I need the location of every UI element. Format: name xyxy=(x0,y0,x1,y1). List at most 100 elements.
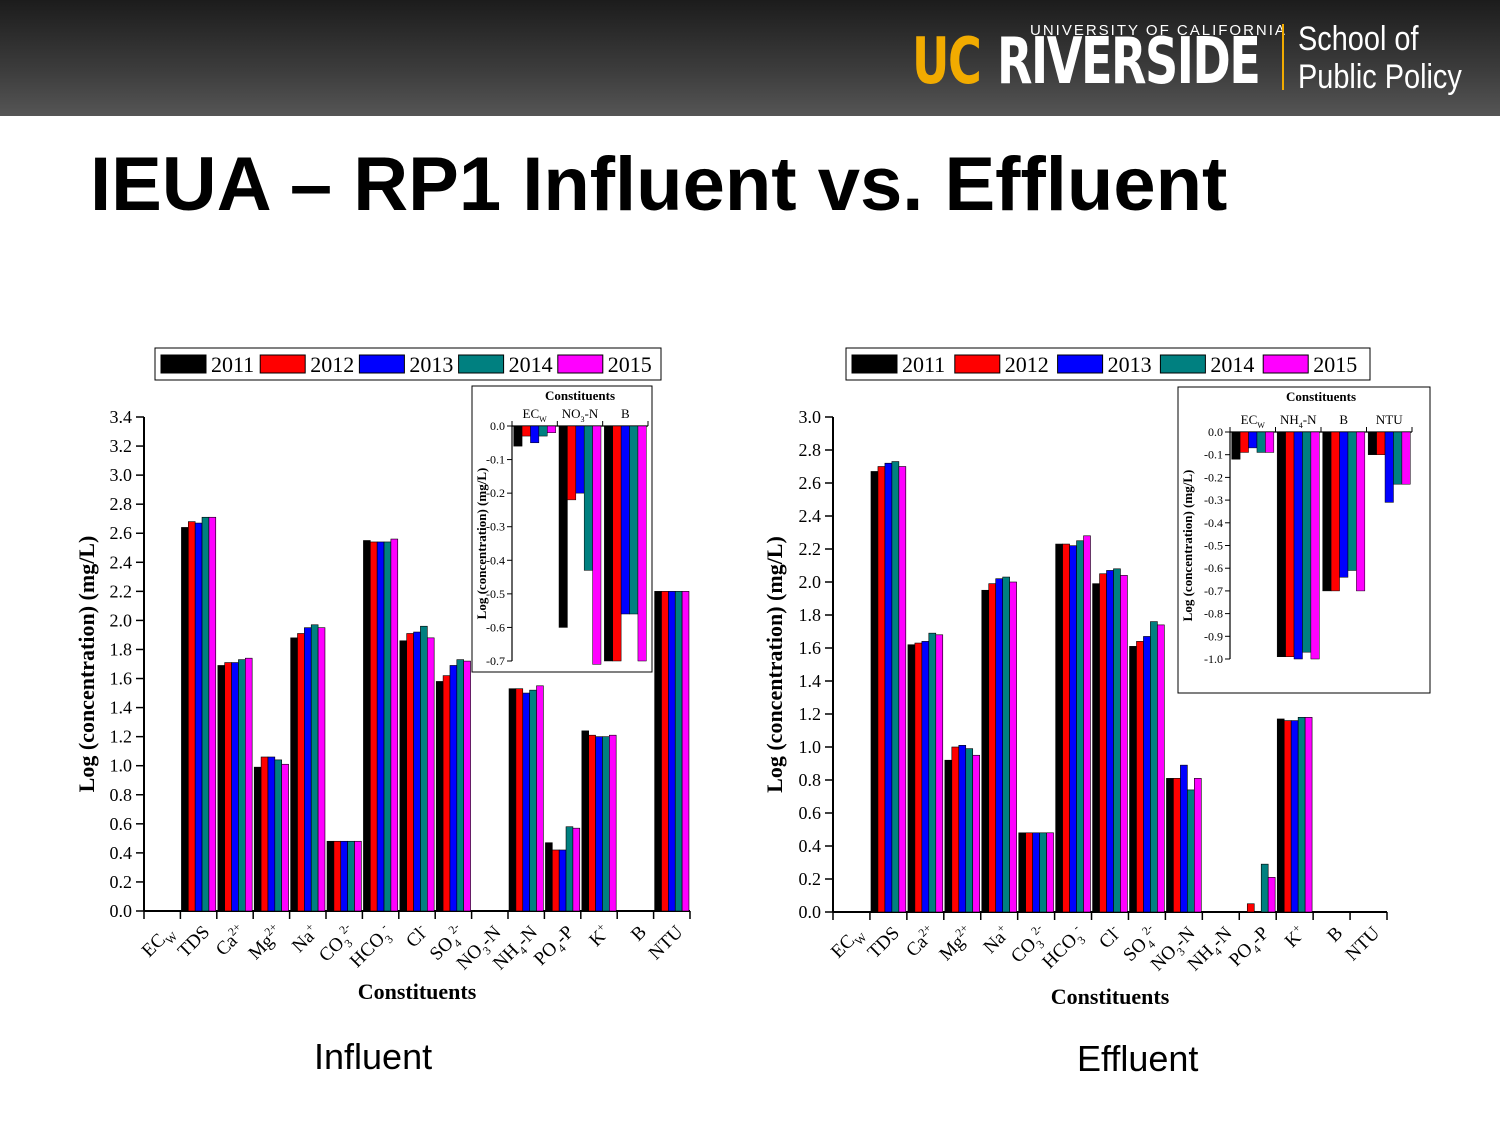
influent-bar-2011-14 xyxy=(654,591,662,912)
effluent-bar-2014-1 xyxy=(891,461,900,913)
effluent-ytick-label: 2.2 xyxy=(799,539,822,559)
effluent-ytick-label: 1.2 xyxy=(799,704,822,724)
effluent-ytick-label: 3.0 xyxy=(799,407,822,427)
effluent-bar-2011-7 xyxy=(1092,583,1100,913)
influent-bar-2011-7 xyxy=(399,640,407,912)
effluent-inset-xtick-label: ECW xyxy=(1241,412,1266,430)
influent-legend-swatch-2014 xyxy=(458,354,505,374)
effluent-bar-2011-4 xyxy=(981,589,990,913)
effluent-bar-2015-11 xyxy=(1267,877,1276,913)
effluent-bar-2015-8 xyxy=(1157,624,1165,913)
influent-bar-2011-4 xyxy=(290,637,298,912)
influent-inset-xtick-label: NO3-N xyxy=(562,406,599,424)
effluent-inset-ytick-label: -0.4 xyxy=(1204,516,1223,530)
influent-bar-2014-10 xyxy=(529,689,537,912)
effluent-inset-bar-2013-2 xyxy=(1339,431,1349,578)
effluent-bar-2013-5 xyxy=(1032,832,1040,913)
effluent-inset-bar-2013-0 xyxy=(1248,431,1258,449)
influent-inset-ylabel: Log (concentration) (mg/L) xyxy=(474,468,489,620)
influent-bar-2015-3 xyxy=(281,763,289,912)
influent-ytick-label: 2.0 xyxy=(110,610,133,630)
effluent-legend-label-2013: 2013 xyxy=(1108,352,1152,377)
effluent-bar-2014-5 xyxy=(1039,832,1047,913)
influent-bar-2012-2 xyxy=(224,662,232,912)
influent-bar-2013-14 xyxy=(668,591,676,912)
influent-bar-2012-12 xyxy=(588,734,596,912)
influent-ytick-label: 1.0 xyxy=(110,756,133,776)
influent-bar-2015-10 xyxy=(536,685,544,912)
effluent-bar-2014-11 xyxy=(1260,863,1269,913)
effluent-ytick-label: 2.0 xyxy=(799,572,822,592)
influent-ytick-label: 2.4 xyxy=(110,552,133,572)
effluent-inset-ytick-label: -1.0 xyxy=(1204,652,1223,666)
influent-bar-2013-2 xyxy=(231,662,239,912)
logo-school-line2: Public Policy xyxy=(1298,58,1462,96)
header-bar: UC RIVERSIDE UNIVERSITY OF CALIFORNIA Sc… xyxy=(0,0,1500,116)
effluent-inset-bar-2011-3 xyxy=(1367,431,1377,455)
effluent-bar-2013-2 xyxy=(921,641,930,913)
influent-ytick-label: 3.0 xyxy=(110,465,133,485)
effluent-ytick-label: 1.6 xyxy=(799,638,822,658)
influent-bar-2011-5 xyxy=(326,840,335,912)
effluent-inset-ytick-label: -0.8 xyxy=(1204,607,1223,621)
effluent-ytick-label: 0.4 xyxy=(799,836,822,856)
logo-uc-text: UC xyxy=(912,25,982,99)
effluent-bar-2014-2 xyxy=(928,632,937,913)
effluent-inset-bar-2013-1 xyxy=(1293,431,1303,660)
influent-ytick-label: 1.6 xyxy=(110,669,133,689)
influent-inset-bar-2011-2 xyxy=(604,425,613,662)
effluent-inset-bar-2012-1 xyxy=(1285,431,1295,657)
effluent-bar-2013-3 xyxy=(958,745,967,913)
effluent-inset-bar-2014-0 xyxy=(1256,431,1266,453)
influent-ytick-label: 1.8 xyxy=(110,639,133,659)
influent-inset-ytick-label: -0.7 xyxy=(486,654,505,668)
influent-bar-2014-5 xyxy=(347,840,355,912)
influent-ytick-label: 1.4 xyxy=(110,698,133,718)
effluent-bar-2012-9 xyxy=(1173,778,1181,913)
influent-xtick-label: ECW xyxy=(138,921,181,964)
logo-school-text: School of Public Policy xyxy=(1298,20,1462,96)
effluent-legend-swatch-2012 xyxy=(954,354,1001,374)
effluent-inset-bar-2015-2 xyxy=(1356,431,1366,592)
effluent-ytick-label: 1.8 xyxy=(799,605,822,625)
effluent-bar-2014-4 xyxy=(1002,576,1010,913)
influent-legend-swatch-2013 xyxy=(358,354,405,374)
effluent-legend-label-2015: 2015 xyxy=(1313,352,1357,377)
effluent-bar-2013-4 xyxy=(995,578,1003,913)
influent-inset-ytick-label: -0.2 xyxy=(486,486,505,500)
influent-inset-bar-2015-2 xyxy=(637,425,647,662)
effluent-inset-ylabel: Log (concentration) (mg/L) xyxy=(1180,470,1195,622)
effluent-inset-ytick-label: -0.5 xyxy=(1204,539,1223,553)
effluent-bar-2015-2 xyxy=(935,634,944,913)
effluent-ytick-label: 2.6 xyxy=(799,473,822,493)
influent-xtick-label: PO4-P xyxy=(530,922,581,973)
influent-ytick-label: 2.8 xyxy=(110,494,133,514)
influent-ytick-label: 0.0 xyxy=(110,901,133,921)
influent-bar-2015-7 xyxy=(427,637,435,912)
influent-bar-2012-14 xyxy=(661,591,669,912)
effluent-bar-2013-7 xyxy=(1106,570,1114,913)
effluent-bar-2012-3 xyxy=(951,746,960,913)
effluent-legend-label-2014: 2014 xyxy=(1210,352,1254,377)
influent-bar-2015-1 xyxy=(208,516,217,912)
influent-legend-label-2013: 2013 xyxy=(409,352,453,377)
influent-bar-2014-12 xyxy=(602,736,610,912)
influent-inset-bar-2013-2 xyxy=(620,425,630,615)
effluent-bar-2011-6 xyxy=(1055,543,1063,913)
effluent-inset-xtick-label: NH4-N xyxy=(1280,412,1317,430)
effluent-inset-xtick-label: B xyxy=(1339,412,1348,427)
influent-bar-2015-4 xyxy=(317,627,326,912)
influent-legend-label-2012: 2012 xyxy=(310,352,354,377)
effluent-xtick-label: PO4-P xyxy=(1225,923,1276,974)
effluent-ytick-label: 0.6 xyxy=(799,803,822,823)
influent-inset-bar-2013-0 xyxy=(530,425,540,444)
effluent-inset-bar-2014-1 xyxy=(1302,431,1312,653)
effluent-bar-2012-4 xyxy=(988,583,997,913)
influent-bar-2012-10 xyxy=(515,688,524,912)
effluent-bar-2012-7 xyxy=(1099,573,1107,913)
influent-ytick-label: 0.2 xyxy=(110,872,133,892)
influent-inset-xtick-label: B xyxy=(621,406,630,421)
influent-bar-2013-10 xyxy=(522,692,530,912)
effluent-ytick-label: 1.4 xyxy=(799,671,822,691)
influent-inset-ytick-label: -0.5 xyxy=(486,587,505,601)
